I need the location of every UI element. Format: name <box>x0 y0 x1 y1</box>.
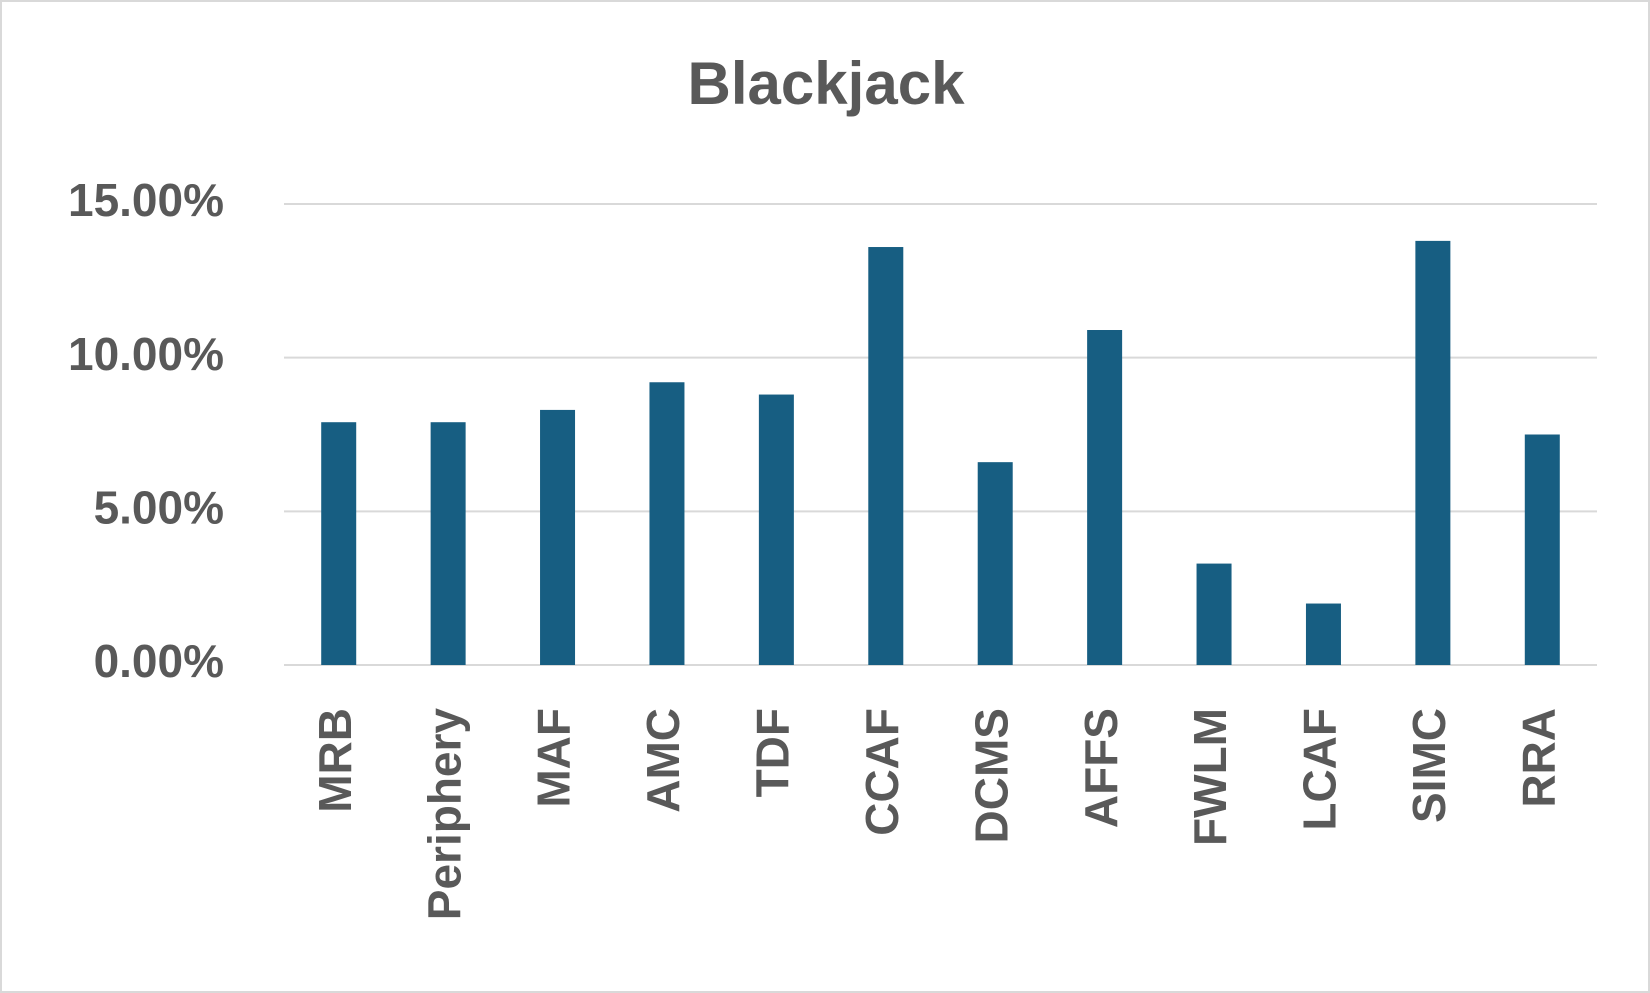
bar <box>1196 563 1232 665</box>
x-tick-label: MAF <box>528 708 580 808</box>
y-tick-label: 10.00% <box>68 328 224 380</box>
x-tick-label: LCAF <box>1294 708 1346 831</box>
y-tick-label: 5.00% <box>94 481 224 533</box>
y-tick-label: 0.00% <box>94 635 224 687</box>
bar <box>1524 434 1560 665</box>
x-tick-label: AFFS <box>1075 708 1127 828</box>
x-tick-label: MRB <box>309 708 361 813</box>
x-tick-label: TDF <box>747 708 799 797</box>
chart-title: Blackjack <box>688 50 966 117</box>
x-tick-label: Periphery <box>418 708 470 921</box>
bar <box>1305 603 1341 665</box>
bar <box>540 409 576 665</box>
y-tick-label: 15.00% <box>68 174 224 226</box>
x-tick-label: FWLM <box>1184 708 1236 846</box>
bar <box>649 382 685 665</box>
x-tick-label: DCMS <box>965 708 1017 843</box>
bar <box>321 422 357 665</box>
bar <box>758 394 794 665</box>
x-tick-label: SIMC <box>1403 708 1455 823</box>
bar <box>868 247 904 665</box>
x-tick-label: RRA <box>1512 708 1564 808</box>
bar <box>1087 330 1123 665</box>
bar <box>977 462 1013 665</box>
x-tick-label: CCAF <box>856 708 908 836</box>
bar <box>1415 240 1451 665</box>
x-tick-label: AMC <box>637 708 689 813</box>
bar <box>430 422 466 665</box>
